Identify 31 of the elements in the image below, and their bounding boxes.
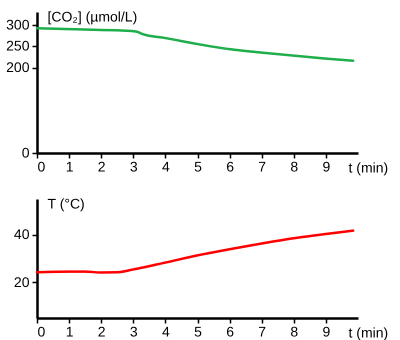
y-tick-label: 40 xyxy=(14,226,30,242)
x-tick-label: 8 xyxy=(290,324,298,340)
x-tick-label: 6 xyxy=(226,158,234,174)
x-tick-label: 9 xyxy=(322,324,330,340)
x-tick-label: 7 xyxy=(258,158,266,174)
y-tick-label: 20 xyxy=(14,274,30,290)
x-tick-label: 8 xyxy=(290,158,298,174)
x-tick-label: 6 xyxy=(226,324,234,340)
x-tick-label: 9 xyxy=(322,158,330,174)
x-tick-label: 5 xyxy=(194,158,202,174)
x-tick-label: 5 xyxy=(194,324,202,340)
x-tick-label: 2 xyxy=(98,158,106,174)
x-tick-label: 3 xyxy=(130,324,138,340)
x-tick-label: 0 xyxy=(38,324,46,340)
x-tick-label: 0 xyxy=(38,158,46,174)
x-tick-label: 1 xyxy=(66,324,74,340)
x-tick-label: 4 xyxy=(162,324,170,340)
y-tick-label: 200 xyxy=(6,59,30,76)
x-tick-label: 3 xyxy=(130,158,138,174)
line-series xyxy=(36,229,354,274)
x-tick-label: 4 xyxy=(162,158,170,174)
x-axis-title: t (min) xyxy=(348,160,388,176)
line-series xyxy=(36,26,354,62)
y-axis-title: [CO₂] (µmol/L) xyxy=(48,8,138,24)
y-tick-label: 250 xyxy=(6,38,30,54)
y-tick-label: 300 xyxy=(6,16,30,32)
x-tick-label: 7 xyxy=(258,324,266,340)
x-tick-label: 2 xyxy=(98,324,106,340)
y-axis-title: T (°C) xyxy=(48,196,85,212)
y-tick-label: 0 xyxy=(22,144,30,160)
x-tick-label: 1 xyxy=(66,158,74,174)
